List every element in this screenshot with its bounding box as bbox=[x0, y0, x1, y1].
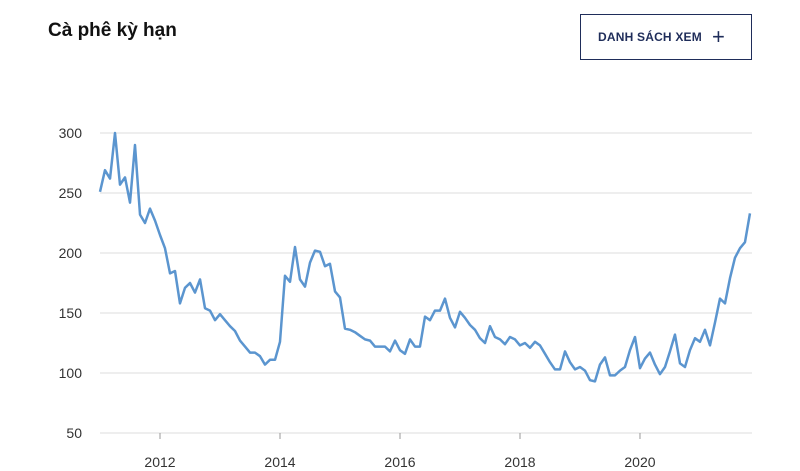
y-tick-label: 50 bbox=[66, 425, 82, 441]
plus-icon[interactable]: + bbox=[711, 24, 726, 49]
x-tick-label: 2012 bbox=[144, 454, 175, 470]
y-tick-label: 100 bbox=[59, 365, 83, 381]
x-tick-label: 2018 bbox=[504, 454, 535, 470]
price-line bbox=[98, 131, 752, 383]
y-tick-label: 250 bbox=[59, 185, 83, 201]
button-label[interactable]: DANH SÁCH XEM bbox=[598, 30, 702, 44]
y-tick-label: 300 bbox=[59, 125, 83, 141]
x-tick-label: 2016 bbox=[384, 454, 415, 470]
y-tick-label: 200 bbox=[59, 245, 83, 261]
x-tick-label: 2020 bbox=[624, 454, 655, 470]
watchlist-button[interactable]: DANH SÁCH XEM + bbox=[580, 14, 752, 60]
x-tick-label: 2014 bbox=[264, 454, 295, 470]
title: Cà phê kỳ hạn bbox=[48, 20, 177, 41]
y-tick-label: 150 bbox=[59, 305, 83, 321]
